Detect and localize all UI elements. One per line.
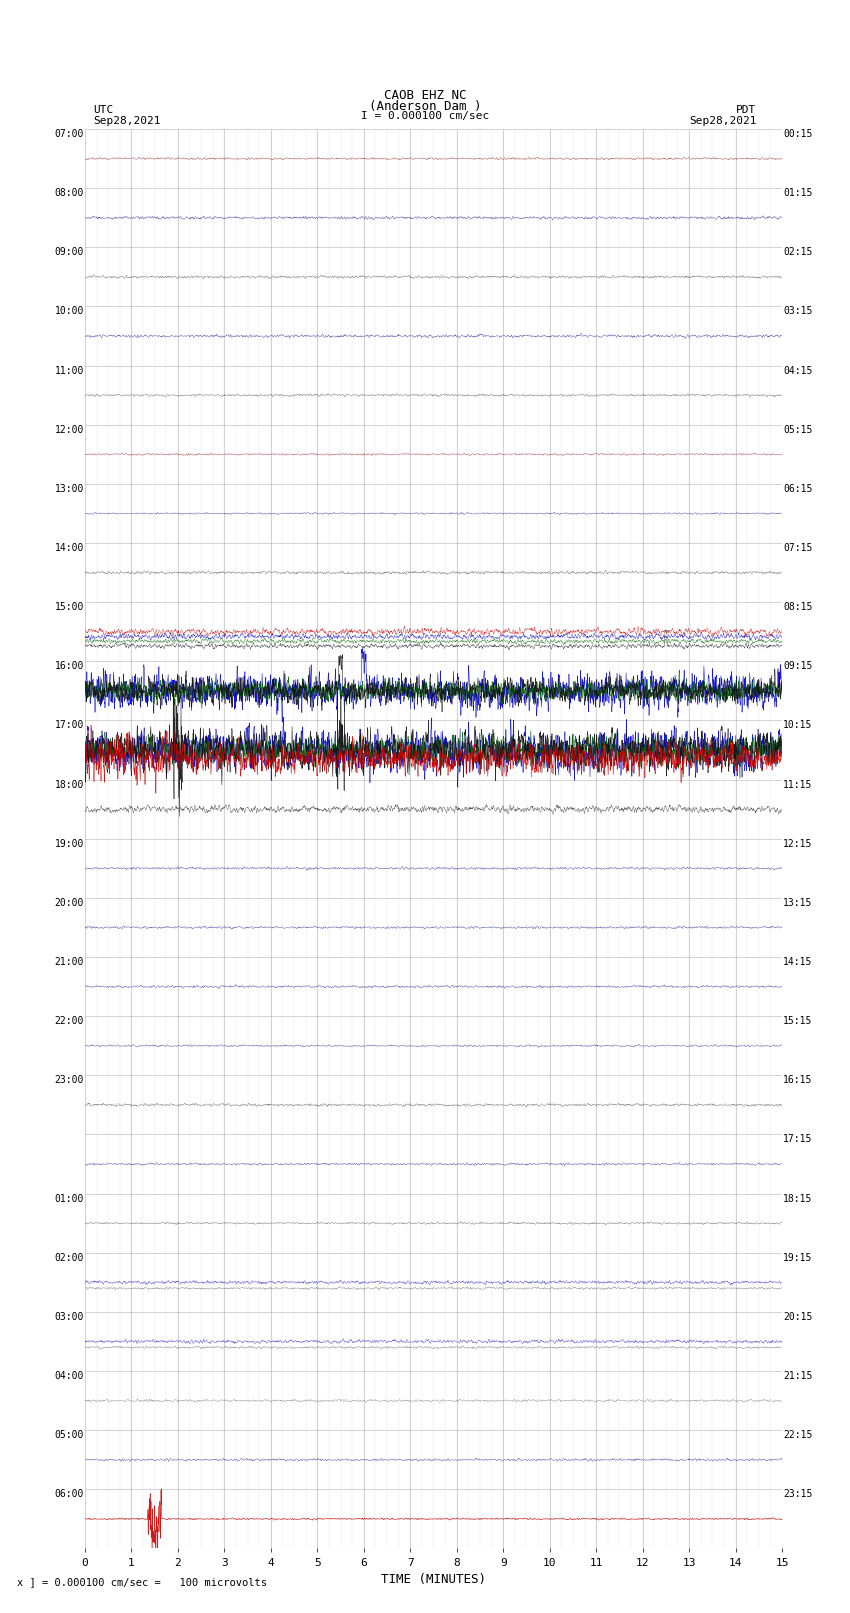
Text: 16:00: 16:00 — [54, 661, 84, 671]
Text: 20:15: 20:15 — [783, 1311, 813, 1323]
Text: x ] = 0.000100 cm/sec =   100 microvolts: x ] = 0.000100 cm/sec = 100 microvolts — [17, 1578, 267, 1587]
Text: 01:00: 01:00 — [54, 1194, 84, 1203]
Text: 04:15: 04:15 — [783, 366, 813, 376]
Text: (Anderson Dam ): (Anderson Dam ) — [369, 100, 481, 113]
Text: 05:00: 05:00 — [54, 1431, 84, 1440]
Text: 15:00: 15:00 — [54, 602, 84, 613]
Text: 17:00: 17:00 — [54, 721, 84, 731]
Text: 16:15: 16:15 — [783, 1076, 813, 1086]
Text: UTC
Sep28,2021: UTC Sep28,2021 — [94, 105, 161, 126]
Text: 04:00: 04:00 — [54, 1371, 84, 1381]
Text: 10:00: 10:00 — [54, 306, 84, 316]
Text: 09:15: 09:15 — [783, 661, 813, 671]
Text: 09:00: 09:00 — [54, 247, 84, 258]
Text: 06:15: 06:15 — [783, 484, 813, 494]
Text: 02:00: 02:00 — [54, 1253, 84, 1263]
Text: 18:00: 18:00 — [54, 779, 84, 790]
Text: 19:00: 19:00 — [54, 839, 84, 848]
Text: 12:15: 12:15 — [783, 839, 813, 848]
Text: 03:00: 03:00 — [54, 1311, 84, 1323]
Text: 15:15: 15:15 — [783, 1016, 813, 1026]
Text: CAOB EHZ NC: CAOB EHZ NC — [383, 89, 467, 102]
Text: 10:15: 10:15 — [783, 721, 813, 731]
Text: 13:00: 13:00 — [54, 484, 84, 494]
Text: 17:15: 17:15 — [783, 1134, 813, 1145]
Text: 18:15: 18:15 — [783, 1194, 813, 1203]
Text: 23:00: 23:00 — [54, 1076, 84, 1086]
Text: 14:00: 14:00 — [54, 544, 84, 553]
X-axis label: TIME (MINUTES): TIME (MINUTES) — [381, 1573, 486, 1586]
Text: 06:00: 06:00 — [54, 1489, 84, 1500]
Text: 22:15: 22:15 — [783, 1431, 813, 1440]
Text: 13:15: 13:15 — [783, 898, 813, 908]
Text: 20:00: 20:00 — [54, 898, 84, 908]
Text: 07:15: 07:15 — [783, 544, 813, 553]
Text: 11:15: 11:15 — [783, 779, 813, 790]
Text: 03:15: 03:15 — [783, 306, 813, 316]
Text: 23:15: 23:15 — [783, 1489, 813, 1500]
Text: 02:15: 02:15 — [783, 247, 813, 258]
Text: 21:00: 21:00 — [54, 957, 84, 968]
Text: 14:15: 14:15 — [783, 957, 813, 968]
Text: 07:00: 07:00 — [54, 129, 84, 139]
Text: 08:00: 08:00 — [54, 189, 84, 198]
Text: I = 0.000100 cm/sec: I = 0.000100 cm/sec — [361, 111, 489, 121]
Text: 08:15: 08:15 — [783, 602, 813, 613]
Text: 19:15: 19:15 — [783, 1253, 813, 1263]
Text: 05:15: 05:15 — [783, 424, 813, 436]
Text: 21:15: 21:15 — [783, 1371, 813, 1381]
Text: 12:00: 12:00 — [54, 424, 84, 436]
Text: 11:00: 11:00 — [54, 366, 84, 376]
Text: 00:15: 00:15 — [783, 129, 813, 139]
Text: 22:00: 22:00 — [54, 1016, 84, 1026]
Text: PDT
Sep28,2021: PDT Sep28,2021 — [689, 105, 756, 126]
Text: 01:15: 01:15 — [783, 189, 813, 198]
